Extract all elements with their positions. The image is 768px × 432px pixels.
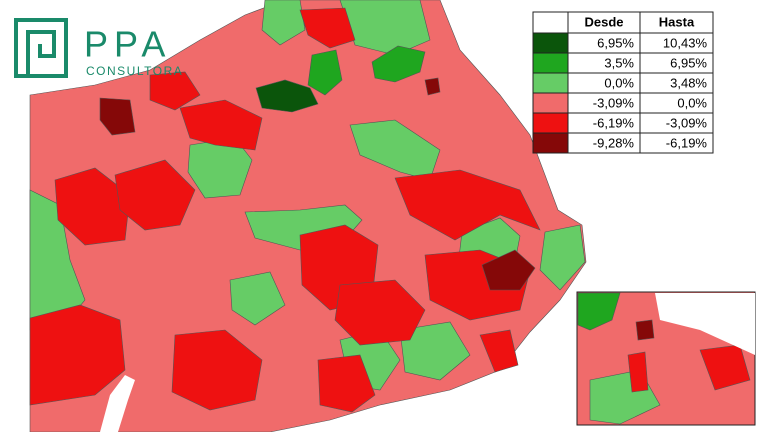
legend-swatch	[532, 112, 569, 134]
region	[317, 354, 376, 413]
region	[179, 99, 263, 151]
region	[255, 79, 319, 113]
water	[100, 375, 135, 432]
region	[371, 45, 426, 83]
legend-from: 0,0%	[604, 75, 634, 90]
inset-region	[699, 344, 751, 391]
region	[479, 329, 519, 373]
region	[307, 49, 343, 96]
legend-to: -6,19%	[666, 135, 708, 150]
region	[334, 279, 426, 346]
legend-to: 6,95%	[670, 55, 707, 70]
legend-swatch	[532, 72, 569, 94]
legend-to: -3,09%	[666, 115, 708, 130]
region	[29, 304, 126, 406]
legend-header: Desde	[584, 14, 623, 29]
logo-subtitle: CONSULTORA	[86, 64, 183, 78]
legend-swatch	[532, 32, 569, 54]
legend-to: 0,0%	[677, 95, 707, 110]
region	[171, 329, 263, 411]
legend-from: -3,09%	[593, 95, 635, 110]
legend-swatch	[532, 52, 569, 74]
logo-icon	[14, 18, 68, 78]
inset-region	[627, 351, 649, 393]
legend-header: Hasta	[659, 14, 695, 29]
legend-swatch	[532, 92, 569, 114]
region	[149, 71, 201, 111]
region	[394, 169, 541, 241]
legend-to: 10,43%	[663, 35, 708, 50]
legend: Desde Hasta 6,95% 10,43% 3,5% 6,95% 0,0% 3,48% -…	[532, 11, 714, 154]
logo-title: PPA	[84, 24, 171, 65]
inset-water	[655, 293, 755, 355]
region	[114, 159, 196, 231]
inset-region	[577, 292, 621, 331]
logo-icon	[26, 30, 56, 76]
region	[299, 7, 356, 49]
region	[539, 224, 586, 291]
region	[399, 321, 471, 381]
region	[261, 0, 306, 46]
region	[99, 97, 136, 136]
region	[424, 77, 441, 96]
legend-from: -9,28%	[593, 135, 635, 150]
legend-from: 3,5%	[604, 55, 634, 70]
region	[229, 271, 286, 326]
inset-region	[635, 319, 655, 341]
region	[481, 249, 536, 291]
logo: PPA CONSULTORA	[14, 18, 183, 78]
legend-to: 3,48%	[670, 75, 707, 90]
legend-from: -6,19%	[593, 115, 635, 130]
legend-from: 6,95%	[597, 35, 634, 50]
legend-swatch	[532, 132, 569, 154]
region	[54, 167, 131, 246]
